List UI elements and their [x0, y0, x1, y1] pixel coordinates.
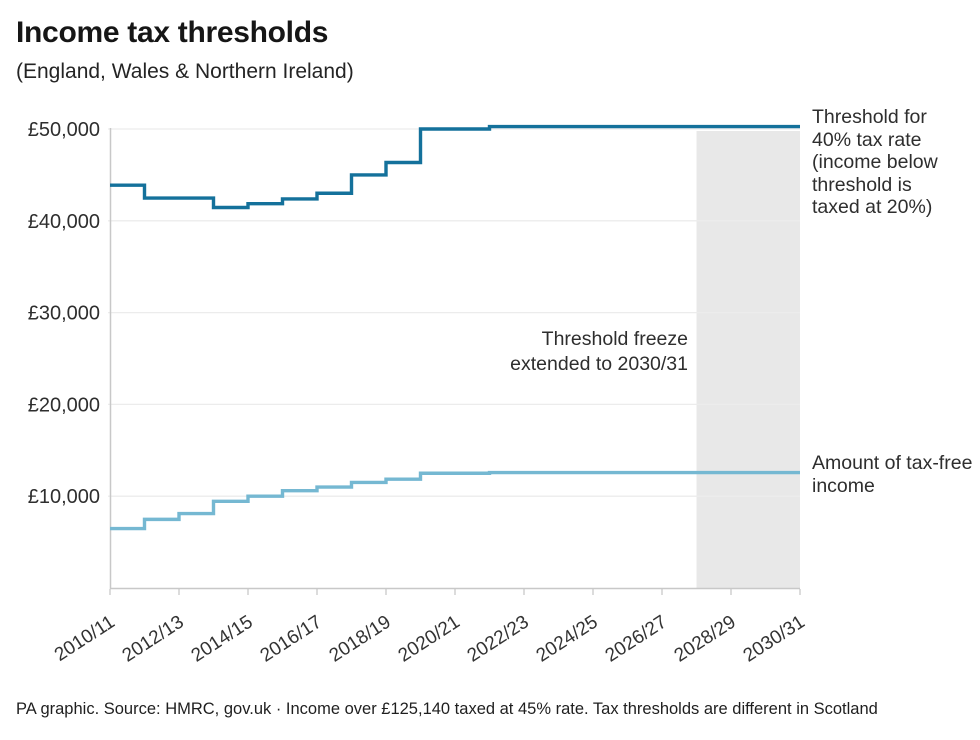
- y-tick-label: £40,000: [28, 211, 100, 233]
- label-40pc-threshold-series: Threshold for 40% tax rate (income below…: [812, 106, 938, 219]
- series-40pc-threshold-line: [110, 124, 800, 210]
- x-tick-label: 2020/21: [395, 612, 464, 667]
- chart-title: Income tax thresholds: [16, 16, 329, 49]
- x-tick-label: 2028/29: [671, 612, 740, 667]
- x-tick-label: 2024/25: [533, 612, 602, 667]
- series-tax-free-line: [110, 470, 800, 531]
- x-tick-label: 2010/11: [51, 612, 119, 666]
- x-tick-label: 2014/15: [188, 612, 257, 667]
- freeze-highlight-band: [696, 131, 800, 588]
- annotation-threshold-freeze: Threshold freeze extended to 2030/31: [510, 328, 688, 376]
- chart-subtitle: (England, Wales & Northern Ireland): [16, 60, 354, 83]
- x-tick-label: 2016/17: [257, 612, 326, 667]
- x-tick-label: 2018/19: [326, 612, 395, 667]
- axes: [109, 128, 800, 590]
- label-tax-free-series: Amount of tax-free income: [812, 452, 973, 497]
- x-tick-label: 2030/31: [740, 612, 809, 667]
- y-tick-label: £50,000: [28, 119, 100, 141]
- source-note: PA graphic. Source: HMRC, gov.uk · Incom…: [16, 700, 878, 718]
- x-tick-label: 2022/23: [464, 612, 533, 667]
- gridlines: [108, 128, 800, 497]
- x-tick-label: 2026/27: [602, 612, 671, 667]
- x-axis-labels: 2010/11 2012/13 2014/15 2016/17 2018/19 2020/…: [51, 589, 809, 667]
- x-tick-label: 2012/13: [119, 612, 188, 667]
- y-axis-labels: £10,000 £20,000 £30,000 £40,000 £50,000: [28, 119, 100, 508]
- y-tick-label: £30,000: [28, 303, 100, 325]
- y-tick-label: £10,000: [28, 486, 100, 508]
- y-tick-label: £20,000: [28, 394, 100, 416]
